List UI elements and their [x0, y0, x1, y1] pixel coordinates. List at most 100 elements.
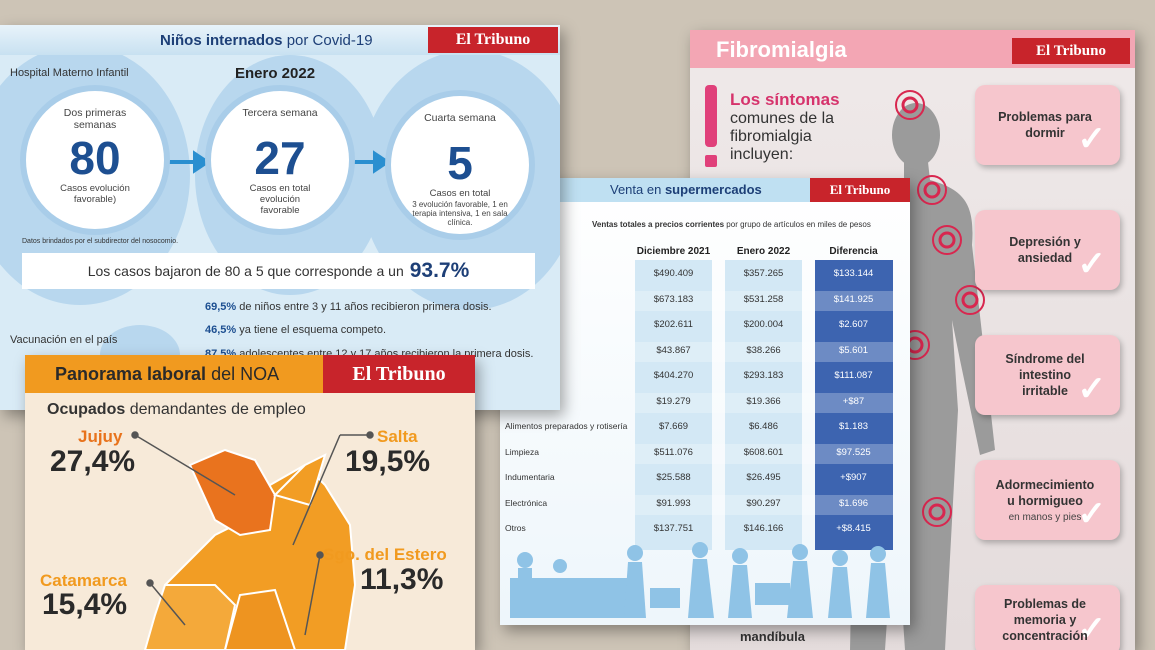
- cell: $2.607: [838, 319, 869, 330]
- province-name: Sgo. del Estero: [323, 545, 447, 564]
- cell: $5.601: [838, 344, 869, 356]
- region: [273, 453, 327, 507]
- case-caption: Casos evolución favorable): [60, 183, 130, 205]
- column-header: Diciembre 2021: [636, 246, 711, 257]
- symptom-card: ✓ Adormecimiento u hormigueo en manos y pi…: [975, 460, 1120, 540]
- column-bg: [635, 260, 712, 550]
- subtitle: Ventas totales a precios corrientes por …: [592, 220, 871, 229]
- week-circle: Dos primeras semanas 80 Casos evolución fa…: [20, 85, 170, 235]
- province-value: 11,3%: [360, 563, 444, 596]
- column-header: Enero 2022: [736, 246, 791, 257]
- pain-targets: [895, 90, 985, 527]
- cell: $200.004: [743, 319, 784, 330]
- row-label: Limpieza: [505, 446, 540, 457]
- symptom-text: Síndrome del intestino irritable: [995, 335, 1095, 415]
- symptom-card: ✓ Problemas para dormir: [975, 85, 1120, 165]
- cell: $531.258: [743, 293, 784, 305]
- cell: $133.144: [833, 268, 874, 279]
- province-name: Jujuy: [78, 427, 123, 446]
- symptom-card: ✓ Problemas de memoria y concentración: [975, 585, 1120, 650]
- week-circle: Tercera semana 27 Casos en total evolución…: [205, 85, 355, 235]
- cell: $202.611: [654, 319, 693, 330]
- head: [892, 103, 940, 167]
- subtitle-rest: demandantes de empleo: [129, 401, 306, 418]
- cell: $6.486: [748, 421, 779, 432]
- check-icon: ✓: [1077, 245, 1107, 283]
- cell: $1.696: [838, 497, 869, 509]
- check-icon: ✓: [1077, 610, 1107, 648]
- intro-bold: Los síntomas: [730, 90, 840, 109]
- brand: El Tribuno: [1012, 38, 1130, 64]
- column-bg: [815, 260, 893, 550]
- check-icon: ✓: [1077, 495, 1107, 533]
- row-stripe: [635, 290, 893, 311]
- row-stripe: [635, 341, 893, 362]
- symptom-text: Depresión y ansiedad: [995, 210, 1095, 290]
- case-number: 80: [69, 132, 121, 184]
- check-icon: ✓: [1077, 370, 1107, 408]
- case-number: 5: [447, 137, 473, 189]
- row-stripe: [635, 494, 893, 515]
- vaccination-text: ya tiene el esquema competo.: [239, 324, 387, 336]
- symptom-title: Problemas de memoria y concentración: [1002, 597, 1088, 643]
- week-label: Tercera semana: [242, 107, 318, 119]
- case-caption: Casos en total: [429, 188, 491, 199]
- cell: $146.166: [743, 523, 784, 534]
- week-label: Cuarta semana: [424, 112, 496, 124]
- cell: $404.270: [653, 370, 694, 381]
- symptom-card: ✓ Depresión y ansiedad: [975, 210, 1120, 290]
- vaccination-label: Vacunación en el país: [10, 334, 118, 346]
- title-bold: Niños internados: [160, 32, 283, 49]
- symptom-title: Depresión y ansiedad: [1009, 235, 1081, 265]
- vaccination-item: 46,5% ya tiene el esquema competo.: [205, 324, 386, 336]
- cell: $141.925: [833, 293, 874, 305]
- cell: $26.495: [746, 472, 781, 483]
- row-stripe: [635, 392, 893, 413]
- region: [143, 584, 237, 650]
- cell: $43.867: [656, 344, 691, 356]
- symptom-title: Síndrome del intestino irritable: [1005, 352, 1085, 398]
- symptom-detail: en manos y pies: [1008, 512, 1082, 523]
- cell: $137.751: [653, 523, 694, 534]
- symptom-text: Problemas para dormir: [995, 85, 1095, 165]
- row-label: Otros: [505, 523, 526, 533]
- cell: +$87: [842, 395, 865, 407]
- subtitle-bold: Ocupados: [47, 401, 126, 418]
- subtitle-bold: Ventas totales a precios corrientes: [592, 220, 725, 229]
- cell: $97.525: [836, 446, 871, 458]
- brand: El Tribuno: [323, 355, 475, 393]
- case-details: 3 evolución favorable, 1 en terapia inte…: [412, 200, 508, 227]
- vaccination-value: 46,5%: [205, 324, 237, 336]
- title-bold: supermercados: [664, 182, 762, 197]
- title-rest: Venta en: [610, 182, 662, 197]
- cell: $19.279: [656, 395, 691, 407]
- cell: $90.297: [746, 497, 781, 509]
- week-label: Dos primeras semanas: [63, 107, 127, 131]
- title: Venta en supermercados: [610, 182, 762, 197]
- cell: $673.183: [653, 293, 694, 305]
- row-stripe: [635, 443, 893, 464]
- province-value: 19,5%: [345, 445, 431, 478]
- header-bar: [25, 355, 325, 393]
- cell: $19.366: [746, 395, 781, 407]
- week-circle: Cuarta semana 5 Casos en total 3 evolución …: [385, 90, 535, 240]
- title-rest: por Covid-19: [286, 32, 373, 49]
- cell: $7.669: [658, 421, 689, 432]
- hospital: Hospital Materno Infantil: [10, 67, 129, 79]
- brand: El Tribuno: [810, 178, 910, 202]
- vaccination-value: 69,5%: [205, 301, 237, 313]
- symptom-text: Adormecimiento u hormigueo en manos y pie…: [995, 460, 1095, 540]
- brand: El Tribuno: [428, 27, 558, 53]
- cell: +$8.415: [836, 523, 871, 534]
- summary-text: Los casos bajaron de 80 a 5 que correspo…: [87, 263, 404, 279]
- vaccination-item: 69,5% de niños entre 3 y 11 años recibie…: [205, 301, 492, 313]
- cell: $111.087: [834, 370, 873, 381]
- column-header: Diferencia: [829, 246, 878, 257]
- cell: +$907: [840, 472, 867, 483]
- province-value: 27,4%: [50, 445, 136, 478]
- subtitle-rest: por grupo de artículos en miles de pesos: [726, 220, 871, 229]
- supermercados-panel: Venta en supermercados El Tribuno Ventas…: [500, 178, 910, 625]
- cell: $25.588: [656, 472, 691, 483]
- exclamation-bar: [705, 85, 717, 147]
- case-caption: Casos en total evolución favorable: [249, 183, 311, 216]
